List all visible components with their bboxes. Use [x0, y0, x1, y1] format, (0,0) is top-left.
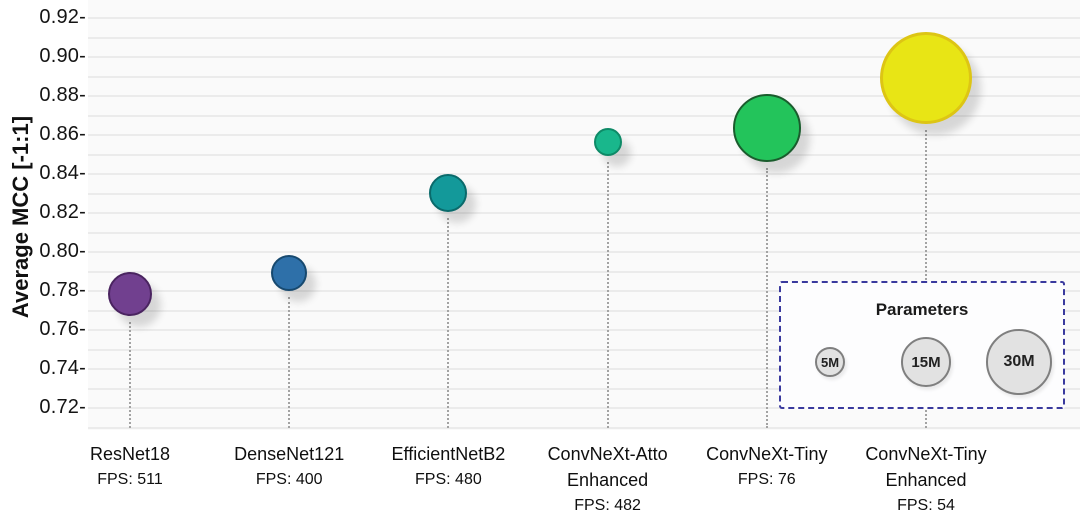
fps-label: FPS: 482: [574, 497, 641, 512]
gridline: [88, 251, 1080, 253]
x-label-resnet18: ResNet18 FPS: 511: [35, 441, 225, 492]
legend-size-label-30m: 30M: [1003, 353, 1035, 370]
gridline: [88, 192, 1080, 195]
legend-size-label-5m: 5M: [820, 354, 840, 370]
model-name: ConvNeXt-Tiny: [706, 444, 828, 464]
x-label-densenet121: DenseNet121 FPS: 400: [194, 441, 384, 492]
y-tick-label: 0.88-: [39, 84, 86, 106]
legend-size-label-15m: 15M: [911, 353, 941, 371]
y-tick-label: 0.84-: [39, 162, 86, 184]
y-tick-label: 0.86-: [39, 123, 86, 145]
column-dotted-line: [606, 161, 609, 428]
gridline: [88, 426, 1080, 429]
y-tick-label: 0.90-: [39, 45, 86, 67]
legend-title: Parameters: [875, 300, 969, 319]
model-name: Enhanced: [567, 470, 649, 490]
column-dotted-line: [447, 217, 450, 428]
y-tick-label: 0.76-: [39, 318, 86, 340]
column-dotted-line: [288, 296, 291, 428]
gridline: [88, 95, 1080, 97]
gridline: [88, 212, 1080, 214]
gridline: [88, 407, 1080, 409]
model-name: ConvNeXt-Tiny: [865, 444, 987, 464]
gridline: [88, 348, 1080, 351]
fps-label: FPS: 54: [897, 497, 955, 512]
x-label-convnext-tiny: ConvNeXt-Tiny FPS: 76: [672, 441, 862, 492]
gridline: [88, 270, 1080, 273]
y-tick-label: 0.80-: [39, 240, 86, 262]
legend-bubble-15m: 15M: [901, 337, 951, 387]
gridline: [88, 56, 1080, 58]
bubble-efficientnetb2: [429, 173, 468, 212]
size-legend: Parameters 5M 15M 30M: [779, 281, 1065, 409]
column-dotted-line: [765, 168, 768, 428]
gridline: [88, 153, 1080, 156]
bubble-convnext-atto-enhanced: [593, 127, 622, 156]
model-name: ConvNeXt-Atto: [547, 444, 668, 464]
legend-bubble-5m: 5M: [815, 347, 845, 377]
gridline: [88, 75, 1080, 78]
y-tick-label: 0.74-: [39, 357, 86, 379]
gridline: [88, 36, 1080, 39]
bubble-convnext-tiny: [732, 94, 801, 163]
y-tick-label: 0.78-: [39, 279, 86, 301]
fps-label: FPS: 76: [737, 471, 796, 488]
gridline: [88, 329, 1080, 331]
y-tick-label: 0.92-: [39, 6, 86, 28]
bubble-densenet121: [271, 254, 308, 291]
x-label-efficientnetb2: EfficientNetB2 FPS: 480: [353, 441, 543, 492]
y-tick-label: 0.72-: [39, 396, 86, 418]
gridline: [88, 114, 1080, 117]
model-name: EfficientNetB2: [391, 444, 506, 464]
gridline: [88, 309, 1080, 312]
gridline: [88, 231, 1080, 234]
gridline: [88, 17, 1080, 19]
legend-bubble-30m: 30M: [986, 329, 1052, 395]
model-name: ResNet18: [89, 444, 171, 464]
bubble-resnet18: [108, 271, 152, 316]
gridline: [88, 387, 1080, 390]
y-tick-label: 0.82-: [39, 201, 86, 223]
x-label-convnext-atto-enhanced: ConvNeXt-Atto Enhanced FPS: 482: [513, 441, 703, 512]
fps-label: FPS: 511: [97, 471, 163, 488]
x-label-convnext-tiny-enhanced: ConvNeXt-Tiny Enhanced FPS: 54: [831, 441, 1021, 512]
column-dotted-line: [129, 321, 131, 428]
gridline: [88, 134, 1080, 136]
gridline: [88, 368, 1080, 370]
fps-label: FPS: 400: [255, 471, 323, 488]
model-name: Enhanced: [885, 470, 967, 490]
bubble-convnext-tiny-enhanced: [880, 31, 972, 124]
model-name: DenseNet121: [234, 444, 345, 464]
fps-label: FPS: 480: [415, 471, 482, 488]
gridline: [88, 290, 1080, 292]
gridline: [88, 173, 1080, 175]
column-dotted-line: [925, 129, 927, 428]
